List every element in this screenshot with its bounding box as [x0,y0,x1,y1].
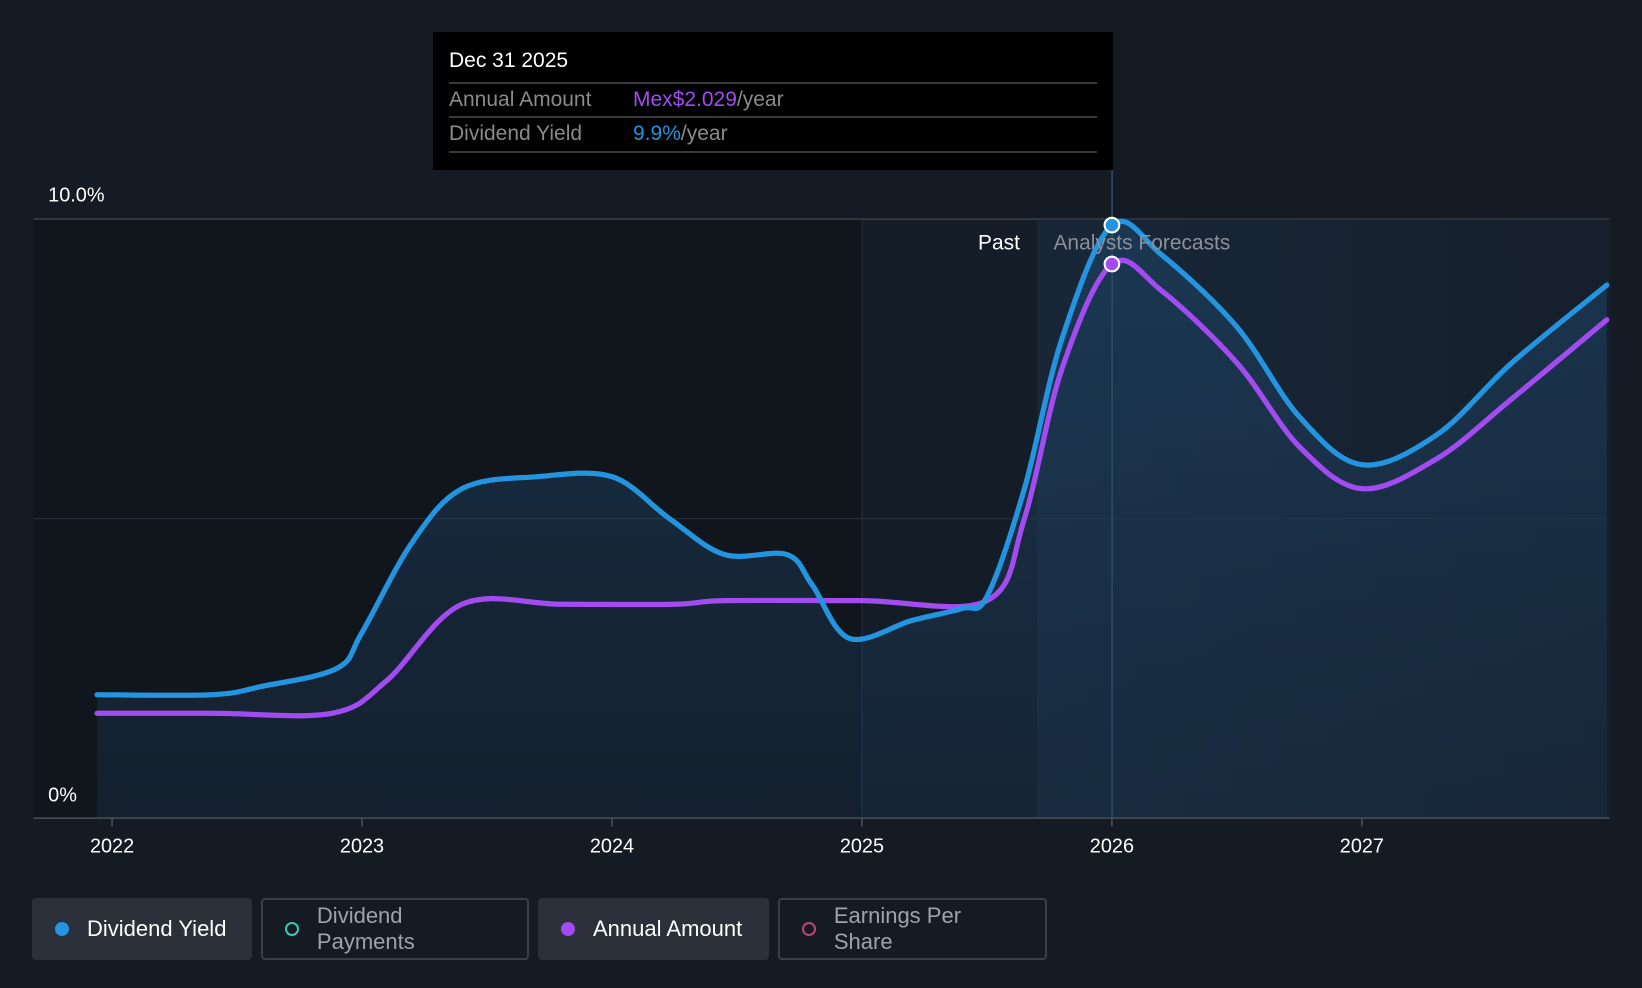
ring-icon [802,922,816,936]
tooltip-row-annual-amount: Annual Amount Mex$2.029/year [449,82,1097,118]
x-tick-label: 2023 [340,836,384,858]
dividend-yield-marker [1103,216,1121,234]
tooltip-row-dividend-yield: Dividend Yield 9.9%/year [449,116,1097,152]
y-tick-label: 0% [48,784,77,806]
dividend-yield-area [97,221,1607,819]
tooltip-divider [449,151,1097,153]
legend-annual-amount[interactable]: Annual Amount [538,898,769,960]
forecast-label: Analysts Forecasts [1053,231,1230,254]
legend-earnings-per-share[interactable]: Earnings Per Share [778,898,1047,960]
tooltip: Dec 31 2025 Annual Amount Mex$2.029/year… [433,32,1113,170]
annual-amount-marker [1103,255,1121,273]
tooltip-label: Annual Amount [449,88,592,111]
x-tick-label: 2027 [1340,836,1384,858]
legend-label: Dividend Payments [316,903,415,954]
legend-dividend-payments[interactable]: Dividend Payments [261,898,529,960]
tooltip-label: Dividend Yield [449,122,583,145]
legend-label: Earnings Per Share [833,903,962,954]
annual-amount-line [94,257,1610,719]
dot-icon [561,922,575,936]
tooltip-value: Mex$2.029 [633,88,737,111]
y-tick-label: 10.0% [48,184,104,206]
x-tick-label: 2025 [840,836,884,858]
tooltip-value: 9.9% [633,122,681,145]
tooltip-value-wrap: Mex$2.029/year [633,88,784,112]
tooltip-value-wrap: 9.9%/year [633,122,728,146]
past-label: Past [978,231,1020,254]
x-tick-label: 2026 [1090,836,1134,858]
dot-icon [55,922,69,936]
legend: Dividend Yield Dividend Payments Annual … [32,898,1047,960]
dividend-yield-line [94,218,1610,698]
ring-icon [285,922,299,936]
tooltip-date: Dec 31 2025 [449,49,569,72]
legend-label: Annual Amount [593,916,743,941]
legend-label: Dividend Yield [87,916,227,941]
legend-dividend-yield[interactable]: Dividend Yield [32,898,252,960]
x-tick-label: 2024 [590,836,634,858]
tooltip-unit: /year [680,122,728,145]
x-tick-label: 2022 [90,836,134,858]
tooltip-unit: /year [736,88,784,111]
